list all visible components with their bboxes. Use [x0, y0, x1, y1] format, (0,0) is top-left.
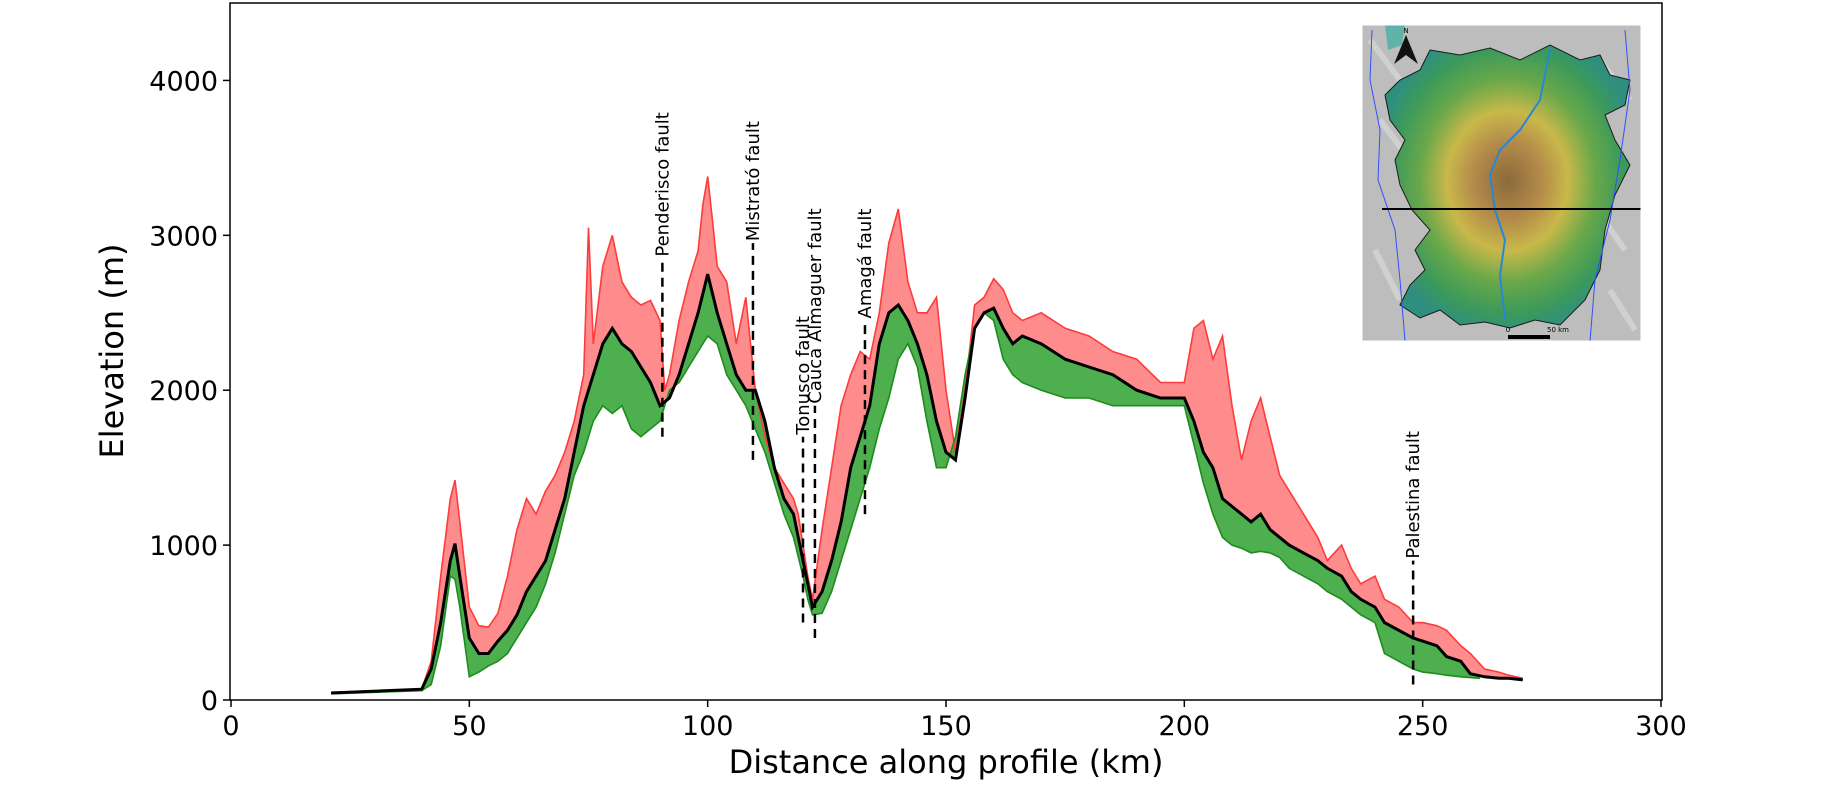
- series-mean-line: [331, 273, 1523, 695]
- north-arrow-icon: [1394, 35, 1418, 64]
- inset-sea-patch: [1385, 25, 1405, 50]
- x-tick-label: 100: [682, 711, 734, 742]
- fault-label: Amagá fault: [855, 209, 876, 319]
- x-tick-label: 250: [1397, 711, 1449, 742]
- x-tick-label: 200: [1159, 711, 1211, 742]
- y-axis-ticks: 0 1000 2000 3000 4000: [149, 66, 230, 717]
- fault-label: Penderisco fault: [652, 112, 673, 256]
- x-tick-label: 0: [222, 711, 239, 742]
- inset-scale-bar: [1508, 335, 1550, 339]
- inset-scale-distance: 50 km: [1547, 326, 1569, 334]
- fault-label: Palestina fault: [1403, 431, 1424, 559]
- inset-scale-zero: 0: [1506, 326, 1510, 334]
- fault-label: Tonusco fault: [793, 316, 814, 436]
- x-tick-label: 50: [452, 711, 486, 742]
- inset-frame: [1361, 24, 1642, 342]
- mean-min-band: [331, 274, 1480, 694]
- y-tick-label: 1000: [149, 531, 218, 562]
- x-axis-ticks: 0 50 100 150 200 250 300: [222, 700, 1687, 742]
- inset-map: N 0 50 km: [1361, 24, 1642, 342]
- fault-label: Mistrató fault: [743, 121, 764, 241]
- y-tick-label: 0: [201, 686, 218, 717]
- inset-river: [1488, 49, 1551, 321]
- y-tick-label: 4000: [149, 66, 218, 97]
- fault-annotations: Penderisco fault Mistrató fault Tonusco fa…: [652, 112, 1424, 685]
- x-tick-label: 150: [920, 711, 972, 742]
- y-tick-label: 2000: [149, 376, 218, 407]
- plot-fills: [331, 176, 1523, 694]
- x-axis-label: Distance along profile (km): [729, 743, 1164, 781]
- series-max-line: [331, 176, 1523, 694]
- x-tick-label: 300: [1635, 711, 1687, 742]
- y-tick-label: 3000: [149, 221, 218, 252]
- fault-label: Cauca Almaguer fault: [805, 208, 826, 403]
- y-axis-label: Elevation (m): [93, 244, 131, 459]
- max-mean-band: [331, 176, 1523, 693]
- inset-border-left: [1369, 29, 1406, 341]
- inset-department-area: [1384, 44, 1631, 329]
- inset-border-right: [1589, 29, 1631, 341]
- inset-north-label: N: [1403, 27, 1408, 35]
